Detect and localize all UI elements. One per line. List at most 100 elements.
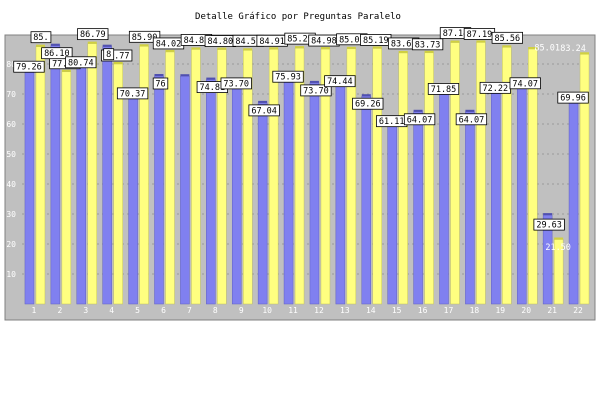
svg-text:29.63: 29.63: [536, 221, 562, 231]
x-tick-label: 3: [83, 306, 88, 315]
bar-cap-2: [528, 47, 538, 49]
bar-cap-2: [372, 46, 382, 49]
x-tick-label: 14: [366, 306, 376, 315]
bar-cap-1: [206, 77, 216, 80]
data-label: 85.01: [534, 44, 560, 54]
svg-text:85.19: 85.19: [363, 36, 389, 46]
x-tick-label: 7: [187, 306, 192, 315]
data-label: 72.22: [479, 81, 511, 94]
bar-series-2: [139, 46, 149, 305]
bar-cap-2: [320, 47, 330, 50]
svg-text:64.07: 64.07: [407, 115, 433, 125]
y-tick-label: 80: [6, 60, 16, 69]
svg-text:83.24: 83.24: [560, 44, 586, 54]
bar-series-1: [180, 75, 190, 305]
data-label: 86.10: [41, 47, 73, 59]
svg-text:74.81: 74.81: [200, 83, 226, 93]
data-label: 84.02: [152, 37, 185, 49]
svg-text:64.07: 64.07: [459, 115, 485, 125]
svg-text:79.26: 79.26: [16, 63, 42, 73]
svg-text:76: 76: [155, 80, 165, 90]
bar-series-2: [372, 48, 383, 305]
data-label: 84.80: [204, 35, 236, 47]
data-label: 80.74: [65, 56, 97, 68]
svg-text:8: 8: [106, 50, 111, 60]
bar-series-2: [268, 49, 279, 305]
svg-text:84.80: 84.80: [208, 37, 234, 47]
data-label: 29.63: [533, 218, 565, 231]
bar-series-1: [154, 75, 164, 305]
bar-series-1: [465, 111, 475, 305]
svg-text:73.70: 73.70: [303, 86, 329, 96]
x-tick-label: 15: [392, 306, 402, 315]
bar-series-1: [102, 46, 112, 305]
data-label: 69.96: [557, 91, 589, 104]
data-label: 85.: [30, 31, 52, 43]
x-tick-label: 5: [135, 306, 140, 315]
data-label: 87.19: [463, 28, 496, 40]
svg-text:74.44: 74.44: [327, 77, 353, 87]
x-tick-label: 13: [340, 306, 350, 315]
svg-text:83.73: 83.73: [415, 40, 441, 50]
bar-series-1: [309, 82, 320, 305]
x-tick-label: 6: [161, 306, 166, 315]
bar-cap-2: [424, 50, 434, 53]
x-tick-label: 10: [262, 306, 272, 315]
bar-cap-2: [113, 62, 123, 64]
bar-cap-2: [165, 49, 175, 52]
data-label: 85.56: [491, 31, 523, 44]
bar-cap-2: [398, 50, 408, 53]
bar-cap-1: [258, 100, 268, 103]
x-tick-label: 17: [444, 306, 454, 315]
bar-series-1: [361, 95, 372, 305]
bar-cap-1: [309, 80, 319, 83]
data-label: 74.07: [509, 77, 541, 89]
y-tick-label: 10: [6, 270, 16, 279]
svg-text:85.: 85.: [33, 33, 48, 43]
svg-text:86.79: 86.79: [80, 30, 106, 40]
svg-text:85.29: 85.29: [287, 35, 313, 45]
bar-series-1: [257, 102, 268, 305]
svg-text:74.07: 74.07: [512, 79, 538, 89]
data-label: 83.24: [560, 44, 586, 54]
bar-series-1: [335, 80, 346, 305]
data-label: 21.50: [545, 243, 571, 253]
data-label: 67.04: [248, 104, 280, 116]
data-label: 85.90: [128, 30, 161, 43]
svg-text:73.70: 73.70: [223, 79, 249, 89]
svg-text:67.04: 67.04: [251, 106, 277, 116]
bar-cap-2: [269, 47, 279, 50]
data-label: 85.77: [101, 49, 133, 62]
x-tick-label: 16: [418, 306, 428, 315]
y-axis-ticks: 10 20 30 40 50 60 70 80: [6, 60, 16, 279]
svg-text:77.41: 77.41: [52, 59, 78, 69]
data-label: 74.44: [324, 75, 356, 87]
chart-title: Detalle Gráfico por Preguntas Paralelo: [195, 12, 401, 22]
bars: [24, 40, 590, 305]
bar-series-1: [24, 65, 35, 305]
y-tick-label: 20: [6, 240, 16, 249]
bar-series-1: [439, 88, 449, 305]
data-label: 84.98: [308, 34, 340, 47]
x-tick-label: 1: [32, 306, 37, 315]
svg-text:70.37: 70.37: [120, 89, 146, 99]
svg-text:75.93: 75.93: [275, 73, 301, 83]
y-tick-label: 30: [6, 210, 16, 219]
data-label: 8: [103, 48, 115, 60]
bar-cap-1: [50, 43, 60, 46]
svg-text:61.11: 61.11: [379, 117, 405, 127]
svg-text:85.01: 85.01: [534, 44, 560, 54]
svg-text:85.07: 85.07: [339, 35, 365, 45]
bar-cap-1: [361, 94, 371, 97]
bar-cap-2: [35, 44, 45, 47]
bar-cap-2: [139, 44, 149, 47]
bar-series-2: [35, 46, 46, 305]
bar-cap-2: [580, 52, 590, 55]
data-label: 79.26: [13, 60, 45, 73]
data-label: 84.91: [256, 34, 288, 47]
svg-text:84.57: 84.57: [235, 37, 261, 47]
x-tick-label: 8: [213, 306, 218, 315]
bar-series-2: [398, 52, 408, 305]
data-label: 83.73: [411, 38, 444, 50]
